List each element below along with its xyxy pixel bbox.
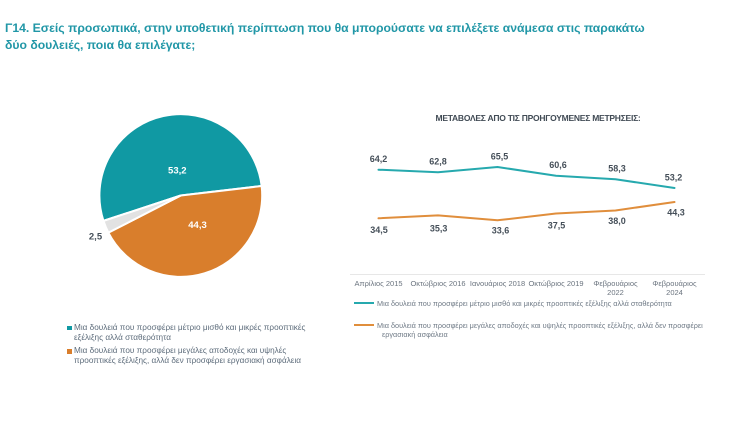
svg-text:38,0: 38,0	[608, 216, 626, 226]
svg-text:44,3: 44,3	[188, 220, 207, 231]
svg-text:33,6: 33,6	[492, 225, 510, 235]
svg-text:65,5: 65,5	[491, 151, 509, 161]
svg-text:37,5: 37,5	[548, 220, 566, 230]
svg-text:64,2: 64,2	[370, 154, 388, 164]
svg-text:35,3: 35,3	[430, 224, 448, 234]
svg-text:53,2: 53,2	[665, 172, 683, 182]
svg-text:53,2: 53,2	[168, 165, 187, 176]
svg-text:58,3: 58,3	[608, 164, 626, 174]
svg-text:44,3: 44,3	[667, 208, 685, 218]
svg-text:2,5: 2,5	[89, 231, 103, 242]
svg-text:34,5: 34,5	[370, 225, 388, 235]
svg-text:62,8: 62,8	[429, 157, 447, 167]
svg-text:60,6: 60,6	[549, 160, 567, 170]
